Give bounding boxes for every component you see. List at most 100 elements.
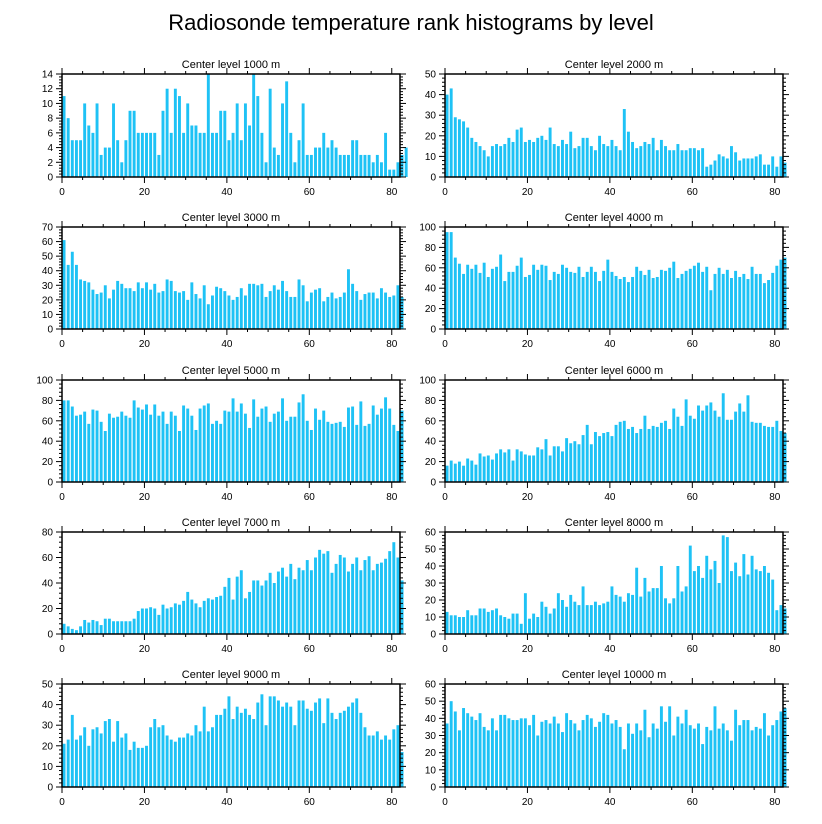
histogram-bar — [573, 441, 577, 482]
histogram-bar — [626, 723, 630, 787]
histogram-bar — [482, 456, 486, 482]
histogram-bar — [717, 583, 721, 634]
histogram-bar — [664, 721, 667, 787]
x-tick-label: 0 — [442, 339, 448, 350]
histogram-bar — [289, 132, 293, 177]
histogram-bar — [239, 288, 243, 329]
histogram-bar — [577, 730, 581, 787]
histogram-bar — [157, 292, 161, 329]
x-tick-label: 40 — [221, 797, 233, 808]
histogram-bar — [198, 731, 202, 787]
histogram-bar — [692, 418, 696, 482]
histogram-bar — [540, 449, 544, 482]
histogram-bar — [215, 714, 219, 787]
histogram-bar — [268, 572, 272, 634]
histogram-bar — [99, 625, 103, 634]
y-tick-label: 60 — [42, 553, 54, 564]
histogram-bar — [606, 714, 610, 787]
histogram-bar — [680, 723, 684, 787]
histogram-bar — [548, 613, 552, 634]
x-tick-label: 60 — [687, 187, 699, 198]
histogram-bar — [103, 721, 107, 787]
y-tick-label: 40 — [42, 579, 54, 590]
histogram-bar — [74, 739, 78, 787]
y-tick-label: 0 — [430, 783, 436, 794]
histogram-bar — [540, 601, 544, 634]
histogram-bar — [334, 298, 338, 329]
y-tick-label: 0 — [430, 478, 436, 489]
histogram-bar — [202, 405, 206, 482]
y-tick-label: 80 — [42, 528, 54, 539]
histogram-bar — [622, 749, 626, 787]
histogram-bar — [297, 567, 301, 634]
histogram-bar — [314, 557, 317, 634]
histogram-bar — [297, 140, 301, 177]
histogram-bar — [705, 726, 709, 787]
histogram-bar — [565, 713, 569, 787]
histogram-bar — [223, 410, 227, 482]
histogram-bar — [95, 621, 99, 634]
histogram-bar — [239, 403, 243, 482]
histogram-bar — [272, 285, 276, 329]
histogram-bar — [556, 446, 560, 482]
histogram-bar — [322, 301, 326, 329]
histogram-bar — [742, 158, 746, 177]
x-tick-label: 80 — [769, 339, 781, 350]
histogram-bar — [593, 271, 597, 329]
histogram-bar — [734, 152, 738, 177]
histogram-bar — [248, 591, 252, 634]
histogram-bar — [750, 158, 754, 177]
histogram-bar — [363, 560, 367, 634]
histogram-bar — [289, 416, 293, 482]
histogram-bar — [635, 723, 639, 787]
histogram-bar — [112, 621, 115, 634]
y-tick-label: 20 — [42, 604, 54, 615]
histogram-bar — [301, 394, 305, 482]
histogram-bar — [342, 710, 346, 787]
histogram-bar — [384, 132, 388, 177]
histogram-bar — [243, 598, 247, 634]
histogram-bar — [532, 455, 536, 482]
histogram-bar — [544, 265, 548, 329]
histogram-bar — [260, 408, 264, 482]
y-tick-label: 30 — [42, 721, 54, 732]
histogram-bar — [297, 279, 301, 329]
histogram-bar — [548, 280, 552, 329]
histogram-bar — [231, 132, 235, 177]
histogram-bar — [309, 429, 313, 482]
histogram-bar — [449, 88, 453, 177]
histogram-bar — [103, 431, 107, 482]
histogram-bar — [293, 725, 297, 787]
histogram-bar — [136, 747, 140, 787]
histogram-bar — [83, 280, 87, 329]
histogram-bar — [227, 295, 231, 329]
histogram-bar — [668, 706, 672, 787]
x-tick-label: 20 — [139, 187, 151, 198]
histogram-bar — [515, 129, 519, 177]
panel-title: Center level 4000 m — [565, 212, 663, 224]
histogram-bar — [470, 615, 474, 634]
histogram-bar — [569, 443, 573, 482]
histogram-bar — [754, 726, 758, 787]
histogram-bar — [684, 270, 688, 329]
histogram-bar — [449, 701, 453, 787]
histogram-bar — [528, 455, 531, 482]
histogram-bar — [198, 408, 202, 482]
x-tick-label: 80 — [386, 644, 398, 655]
x-tick-label: 0 — [59, 187, 65, 198]
histogram-bar — [783, 257, 787, 329]
histogram-bar — [655, 426, 659, 482]
histogram-bar — [631, 426, 635, 482]
histogram-bar — [742, 273, 746, 329]
histogram-bar — [347, 154, 350, 177]
histogram-bar — [351, 563, 355, 635]
histogram-panel: Center level 7000 m 0 20 40 60 80 0 20 40 60 80 — [42, 517, 406, 655]
y-tick-label: 10 — [42, 762, 54, 773]
histogram-bar — [219, 423, 223, 482]
histogram-bar — [734, 411, 738, 482]
histogram-bar — [598, 281, 602, 329]
x-tick-label: 40 — [604, 339, 616, 350]
histogram-bar — [289, 563, 293, 635]
histogram-panel: Center level 3000 m 0 20 40 60 80 0 10 20 30 40 50 6… — [42, 212, 406, 350]
histogram-bar — [256, 416, 260, 482]
